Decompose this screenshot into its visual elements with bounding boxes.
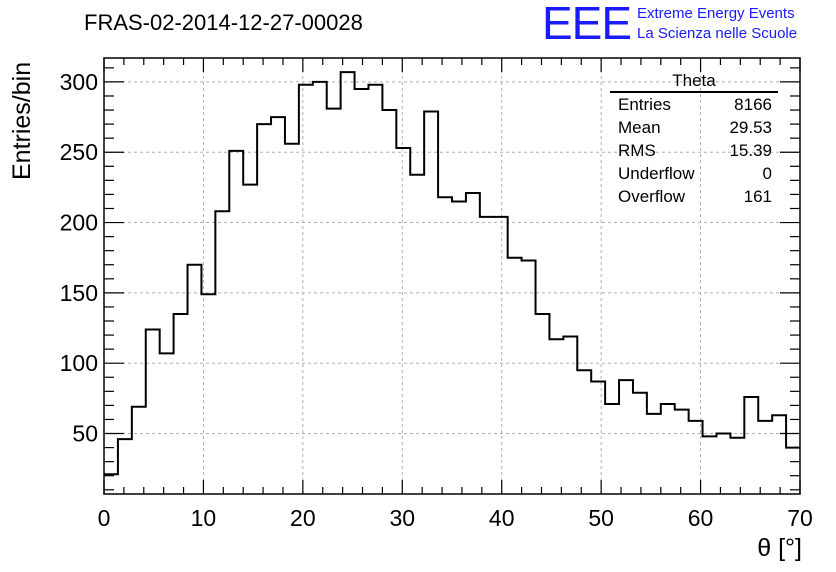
x-tick-label: 70 [787, 505, 813, 531]
y-tick-labels: 50 100 150 200 250 300 [60, 69, 98, 447]
y-tick-label: 150 [60, 280, 98, 306]
stats-row-mean: Mean 29.53 [610, 116, 778, 139]
x-tick-label: 30 [389, 505, 415, 531]
x-axis-label: θ [°] [757, 534, 802, 562]
y-tick-label: 100 [60, 350, 98, 376]
x-tick-label: 0 [98, 505, 111, 531]
logo-line-1: Extreme Energy Events [637, 5, 795, 22]
stats-value: 29.53 [729, 118, 772, 137]
y-tick-label: 250 [60, 139, 98, 165]
stats-box: Theta Entries 8166 Mean 29.53 RMS 15.39 … [610, 71, 778, 208]
stats-label: RMS [618, 141, 656, 160]
logo-line-2: La Scienza nelle Scuole [637, 25, 798, 42]
stats-label: Underflow [618, 164, 695, 183]
x-tick-label: 10 [191, 505, 217, 531]
stats-row-rms: RMS 15.39 [610, 139, 778, 162]
x-tick-label: 60 [688, 505, 714, 531]
stats-title: Theta [610, 71, 778, 93]
chart-title: FRAS-02-2014-12-27-00028 [84, 10, 363, 35]
axis-ticks [103, 58, 801, 494]
y-tick-label: 50 [72, 421, 98, 447]
stats-value: 161 [743, 187, 772, 206]
plot-frame [103, 57, 801, 495]
grid-lines [104, 58, 800, 494]
stats-label: Mean [618, 118, 661, 137]
stats-row-overflow: Overflow 161 [610, 185, 778, 208]
x-tick-labels: 0 10 20 30 40 50 60 70 [98, 505, 813, 531]
stats-row-underflow: Underflow 0 [610, 162, 778, 185]
stats-label: Overflow [618, 187, 686, 206]
stats-row-entries: Entries 8166 [610, 93, 778, 116]
stats-value: 15.39 [729, 141, 772, 160]
x-tick-label: 50 [588, 505, 614, 531]
stats-value: 0 [762, 164, 772, 183]
x-tick-label: 40 [489, 505, 515, 531]
y-axis-label: Entries/bin [8, 61, 36, 180]
stats-value: 8166 [734, 95, 772, 114]
y-tick-label: 200 [60, 210, 98, 236]
histogram-series [104, 71, 800, 476]
eee-logo-mark: EEE [542, 0, 632, 49]
y-tick-label: 300 [60, 69, 98, 95]
stats-label: Entries [618, 95, 671, 114]
x-tick-label: 20 [290, 505, 316, 531]
